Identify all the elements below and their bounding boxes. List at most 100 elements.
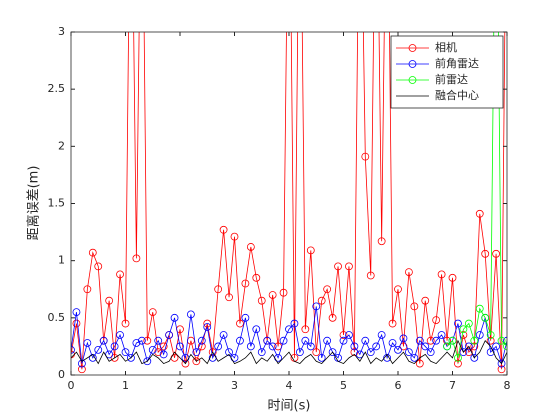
data-point: [404, 268, 413, 277]
legend-marker: [408, 60, 417, 68]
data-point: [94, 262, 103, 271]
data-point: [121, 319, 130, 328]
data-point: [388, 319, 397, 328]
data-point: [312, 348, 321, 357]
data-point: [377, 331, 386, 339]
data-point: [301, 336, 310, 345]
data-point: [263, 336, 272, 345]
data-point: [443, 336, 451, 345]
data-point: [486, 331, 495, 339]
data-point: [503, 336, 507, 345]
data-point: [410, 302, 419, 311]
data-point: [350, 342, 359, 351]
data-point: [497, 365, 506, 374]
data-point: [366, 348, 375, 357]
data-point: [78, 359, 86, 368]
y-tick-label: 0.5: [48, 311, 66, 324]
data-point: [377, 237, 386, 246]
legend-label: 前角雷达: [435, 56, 479, 70]
x-axis-label: 时间(s): [268, 399, 311, 414]
data-point: [252, 273, 261, 282]
data-point: [317, 296, 326, 305]
data-point: [328, 348, 337, 357]
data-point: [459, 348, 468, 357]
data-point: [132, 254, 141, 263]
data-point: [464, 319, 473, 328]
y-tick-label: 1.5: [48, 197, 66, 210]
y-tick-label: 1: [58, 254, 65, 267]
data-point: [492, 342, 501, 351]
data-point: [339, 331, 348, 339]
data-point: [214, 285, 223, 294]
data-point: [317, 353, 326, 362]
y-tick-label: 3: [58, 25, 65, 38]
data-point: [312, 302, 321, 311]
data-point: [415, 336, 424, 345]
data-point: [143, 336, 152, 345]
legend-label: 相机: [435, 40, 457, 54]
data-point: [323, 336, 332, 345]
data-point: [154, 348, 163, 357]
x-tick-label: 2: [177, 379, 184, 392]
data-point: [143, 357, 152, 366]
data-point: [252, 325, 261, 334]
data-point: [127, 353, 135, 362]
data-point: [448, 273, 457, 282]
data-point: [394, 345, 402, 354]
data-point: [105, 350, 114, 359]
data-point: [339, 336, 348, 345]
series-line: [71, 339, 507, 365]
data-point: [83, 285, 92, 294]
data-point: [105, 296, 114, 305]
data-point: [464, 342, 473, 351]
data-point: [214, 342, 223, 351]
data-point: [426, 336, 435, 345]
data-point: [421, 342, 430, 351]
data-point: [497, 336, 506, 345]
data-point: [72, 319, 81, 328]
data-point: [132, 339, 141, 347]
data-point: [399, 334, 408, 343]
data-point: [279, 336, 288, 345]
data-point: [110, 353, 119, 362]
data-point: [246, 342, 255, 351]
data-point: [470, 353, 479, 362]
data-point: [454, 353, 462, 362]
data-point: [475, 304, 484, 313]
data-point: [197, 336, 206, 345]
y-axis-label: 距离误差(m): [26, 166, 42, 241]
data-point: [486, 336, 495, 345]
data-point: [181, 359, 190, 368]
data-point: [116, 331, 124, 339]
plot-content: [71, 32, 507, 374]
data-point: [203, 323, 212, 331]
data-point: [475, 331, 484, 339]
data-point: [361, 152, 370, 161]
data-point: [437, 331, 446, 339]
data-point: [236, 319, 244, 328]
data-point: [219, 225, 228, 234]
y-tick-label: 2: [58, 139, 65, 152]
data-point: [372, 342, 381, 351]
data-point: [448, 336, 457, 345]
data-point: [459, 325, 468, 334]
x-tick-label: 6: [395, 379, 402, 392]
y-tick-label: 2.5: [48, 82, 66, 95]
data-point: [159, 350, 168, 359]
data-point: [148, 308, 157, 317]
data-point: [345, 331, 353, 339]
data-point: [285, 325, 293, 334]
series-line: [71, 32, 506, 370]
data-point: [176, 342, 184, 351]
data-point: [170, 313, 179, 322]
data-point: [355, 350, 364, 359]
data-point: [279, 288, 288, 297]
x-tick-label: 7: [449, 379, 456, 392]
y-tick-label: 0: [58, 368, 65, 381]
series-line: [71, 306, 507, 366]
data-point: [388, 339, 397, 347]
data-point: [71, 345, 75, 354]
data-point: [415, 359, 424, 368]
data-point: [328, 313, 337, 322]
